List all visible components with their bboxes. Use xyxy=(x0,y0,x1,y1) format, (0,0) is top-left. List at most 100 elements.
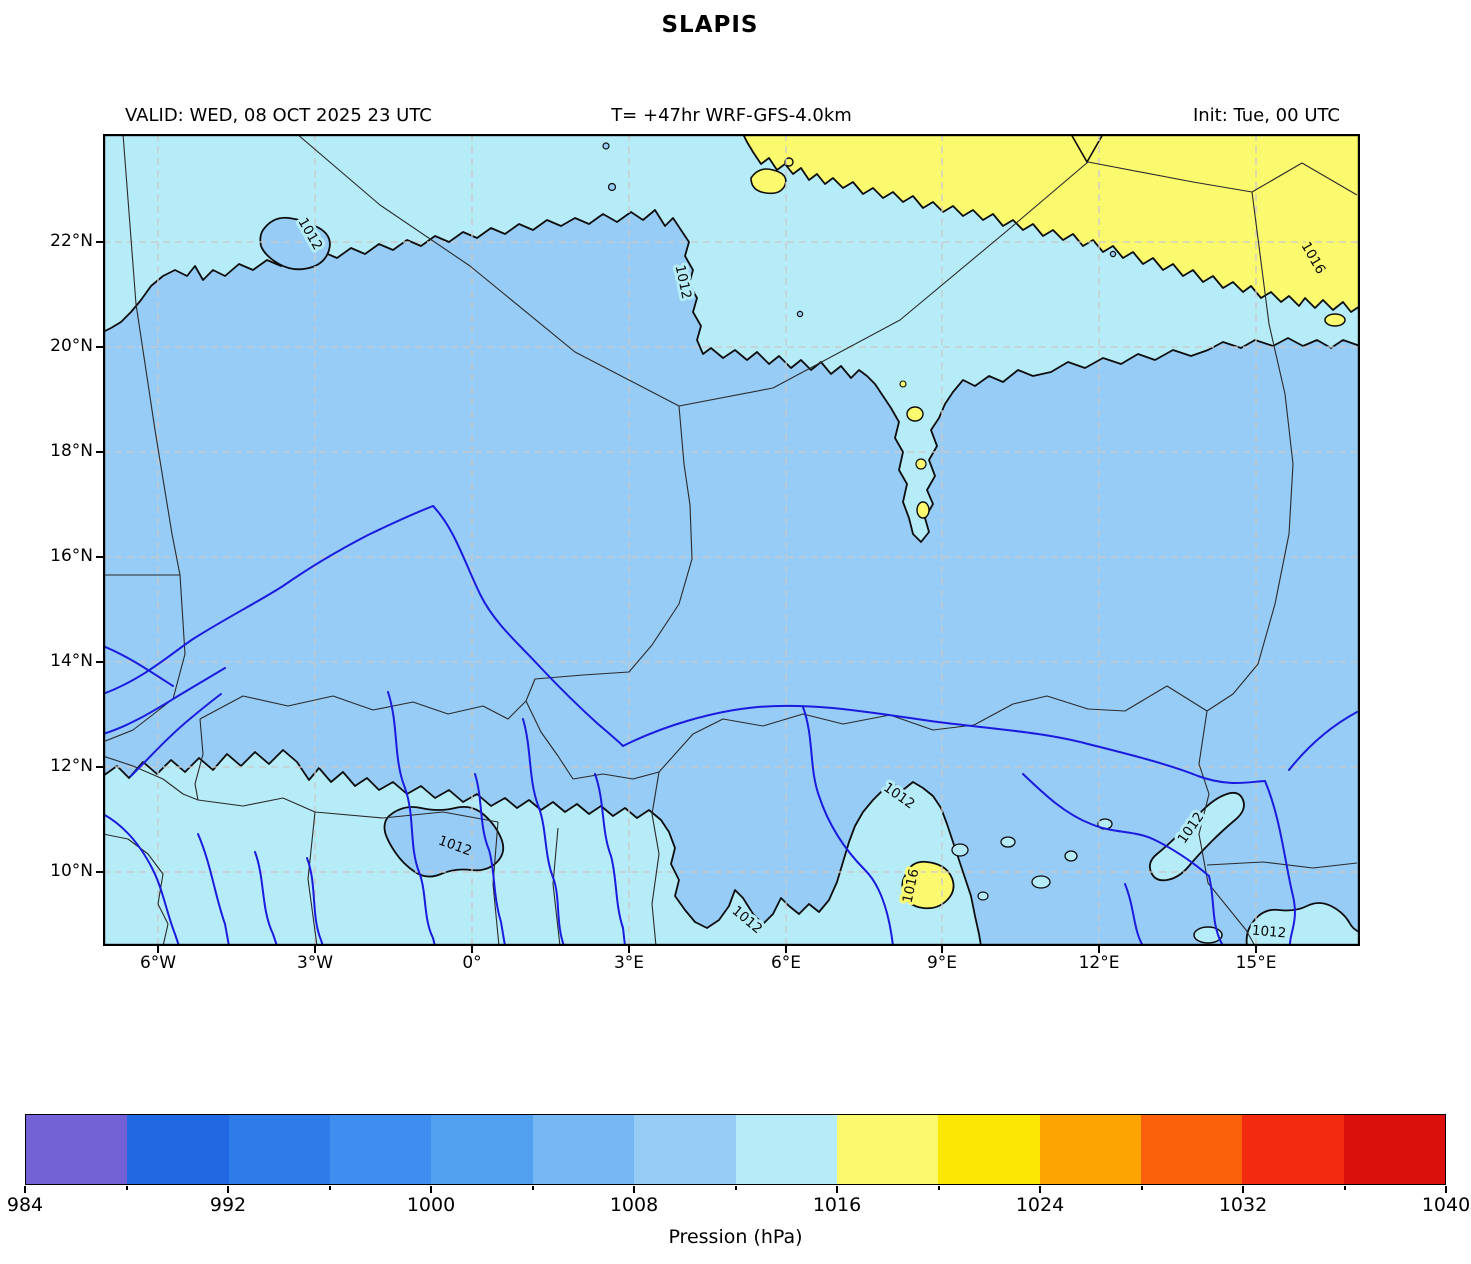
y-tick-label: 14°N xyxy=(50,651,93,671)
cyan-island xyxy=(1031,875,1051,889)
yellow-island xyxy=(1324,313,1346,327)
cyan-island xyxy=(951,843,969,857)
colorbar-cell xyxy=(26,1115,128,1184)
small-1012-dot xyxy=(1109,250,1117,258)
x-tick-label: 15°E xyxy=(1235,953,1277,973)
colorbar-tick xyxy=(633,1186,635,1193)
cyan-island xyxy=(977,891,989,901)
x-tick-label: 6°E xyxy=(770,953,802,973)
colorbar-tick-minor xyxy=(1141,1186,1143,1190)
yellow-wedge xyxy=(1070,134,1104,164)
cyan-island xyxy=(1000,836,1016,848)
x-tick-label: 12°E xyxy=(1078,953,1120,973)
small-1012-dot xyxy=(602,142,610,150)
cyan-sliver-1012 xyxy=(1148,791,1245,882)
x-tick-label: 9°E xyxy=(926,953,958,973)
y-tick-label: 10°N xyxy=(50,861,93,881)
colorbar-tick xyxy=(430,1186,432,1193)
x-tick xyxy=(1255,946,1257,953)
pressure-colorbar xyxy=(25,1114,1446,1185)
y-tick-label: 12°N xyxy=(50,756,93,776)
colorbar-tick-minor xyxy=(735,1186,737,1190)
colorbar-tick-label: 992 xyxy=(209,1194,247,1216)
colorbar-tick xyxy=(1242,1186,1244,1193)
y-tick xyxy=(96,346,103,348)
colorbar-tick xyxy=(1445,1186,1447,1193)
colorbar-tick-label: 1016 xyxy=(812,1194,862,1216)
colorbar-tick-label: 1000 xyxy=(406,1194,456,1216)
colorbar-tick-label: 1040 xyxy=(1421,1194,1471,1216)
yellow-tongue-dot xyxy=(906,406,924,422)
valid-time-label: VALID: WED, 08 OCT 2025 23 UTC xyxy=(125,105,432,126)
cyan-corner-patch xyxy=(1245,902,1360,946)
colorbar-tick-minor xyxy=(938,1186,940,1190)
x-tick xyxy=(471,946,473,953)
colorbar-tick xyxy=(1039,1186,1041,1193)
colorbar-tick xyxy=(24,1186,26,1193)
colorbar-tick-minor xyxy=(329,1186,331,1190)
colorbar-tick-minor xyxy=(532,1186,534,1190)
contour-label: 1012 xyxy=(1251,923,1287,942)
y-tick-label: 18°N xyxy=(50,441,93,461)
x-tick-label: 3°W xyxy=(296,953,334,973)
colorbar-tick-label: 984 xyxy=(6,1194,44,1216)
colorbar-cell xyxy=(938,1115,1040,1184)
colorbar-tick-minor xyxy=(1344,1186,1346,1190)
colorbar-cell xyxy=(532,1115,635,1184)
forecast-model-label: T= +47hr WRF-GFS-4.0km xyxy=(611,105,852,126)
yellow-tongue-dot xyxy=(915,458,927,470)
y-tick-label: 16°N xyxy=(50,546,93,566)
colorbar-tick xyxy=(836,1186,838,1193)
y-tick-label: 20°N xyxy=(50,336,93,356)
y-tick xyxy=(96,766,103,768)
fill-south-1012-1016 xyxy=(103,749,982,946)
x-tick xyxy=(941,946,943,953)
colorbar-cell xyxy=(836,1115,939,1184)
colorbar-cell xyxy=(1242,1115,1344,1184)
colorbar-cell xyxy=(1039,1115,1141,1184)
cyan-corner-patch xyxy=(1193,926,1223,944)
y-tick xyxy=(96,556,103,558)
axes-frame xyxy=(103,134,1360,946)
y-tick-label: 22°N xyxy=(50,231,93,251)
x-tick xyxy=(314,946,316,953)
yellow-jos-spot xyxy=(901,860,955,910)
fill-1016-1020 xyxy=(742,134,1360,313)
colorbar-tick-label: 1008 xyxy=(609,1194,659,1216)
colorbar-axis-label: Pression (hPa) xyxy=(668,1226,803,1248)
y-tick xyxy=(96,241,103,243)
map-plot-area: 1012 1012 1016 1012 1016 1012 1012 1012 … xyxy=(103,134,1360,946)
colorbar-tick-label: 1024 xyxy=(1015,1194,1065,1216)
x-tick-label: 6°W xyxy=(139,953,177,973)
colorbar-tick-label: 1032 xyxy=(1218,1194,1268,1216)
colorbar-tick xyxy=(227,1186,229,1193)
country-borders xyxy=(103,134,1358,946)
yellow-island xyxy=(784,157,794,167)
colorbar-cell xyxy=(330,1115,432,1184)
small-1012-dot xyxy=(607,182,617,192)
colorbar-cell xyxy=(735,1115,837,1184)
x-tick-label: 3°E xyxy=(613,953,645,973)
contour-pocket-1012 xyxy=(259,216,331,271)
init-time-label: Init: Tue, 00 UTC xyxy=(1192,105,1340,126)
y-tick xyxy=(96,451,103,453)
small-1012-dot xyxy=(796,310,804,318)
fill-north-1012-1016 xyxy=(103,134,1360,543)
x-tick xyxy=(157,946,159,953)
chart-title: SLAPIS xyxy=(661,12,759,38)
yellow-island xyxy=(750,168,787,195)
colorbar-cell xyxy=(431,1115,533,1184)
rivers xyxy=(103,505,1358,946)
contour-enclave-1012 xyxy=(383,805,505,878)
colorbar-cell xyxy=(634,1115,736,1184)
colorbar-cell xyxy=(1343,1115,1446,1184)
colorbar-tick-minor xyxy=(126,1186,128,1190)
pressure-map: 1012 1012 1016 1012 1016 1012 1012 1012 … xyxy=(103,134,1360,946)
yellow-tongue-dot xyxy=(899,380,907,388)
y-tick xyxy=(96,871,103,873)
x-tick xyxy=(1098,946,1100,953)
yellow-tongue-dot xyxy=(916,501,930,519)
cyan-island xyxy=(1064,850,1078,862)
x-tick xyxy=(628,946,630,953)
y-tick xyxy=(96,661,103,663)
